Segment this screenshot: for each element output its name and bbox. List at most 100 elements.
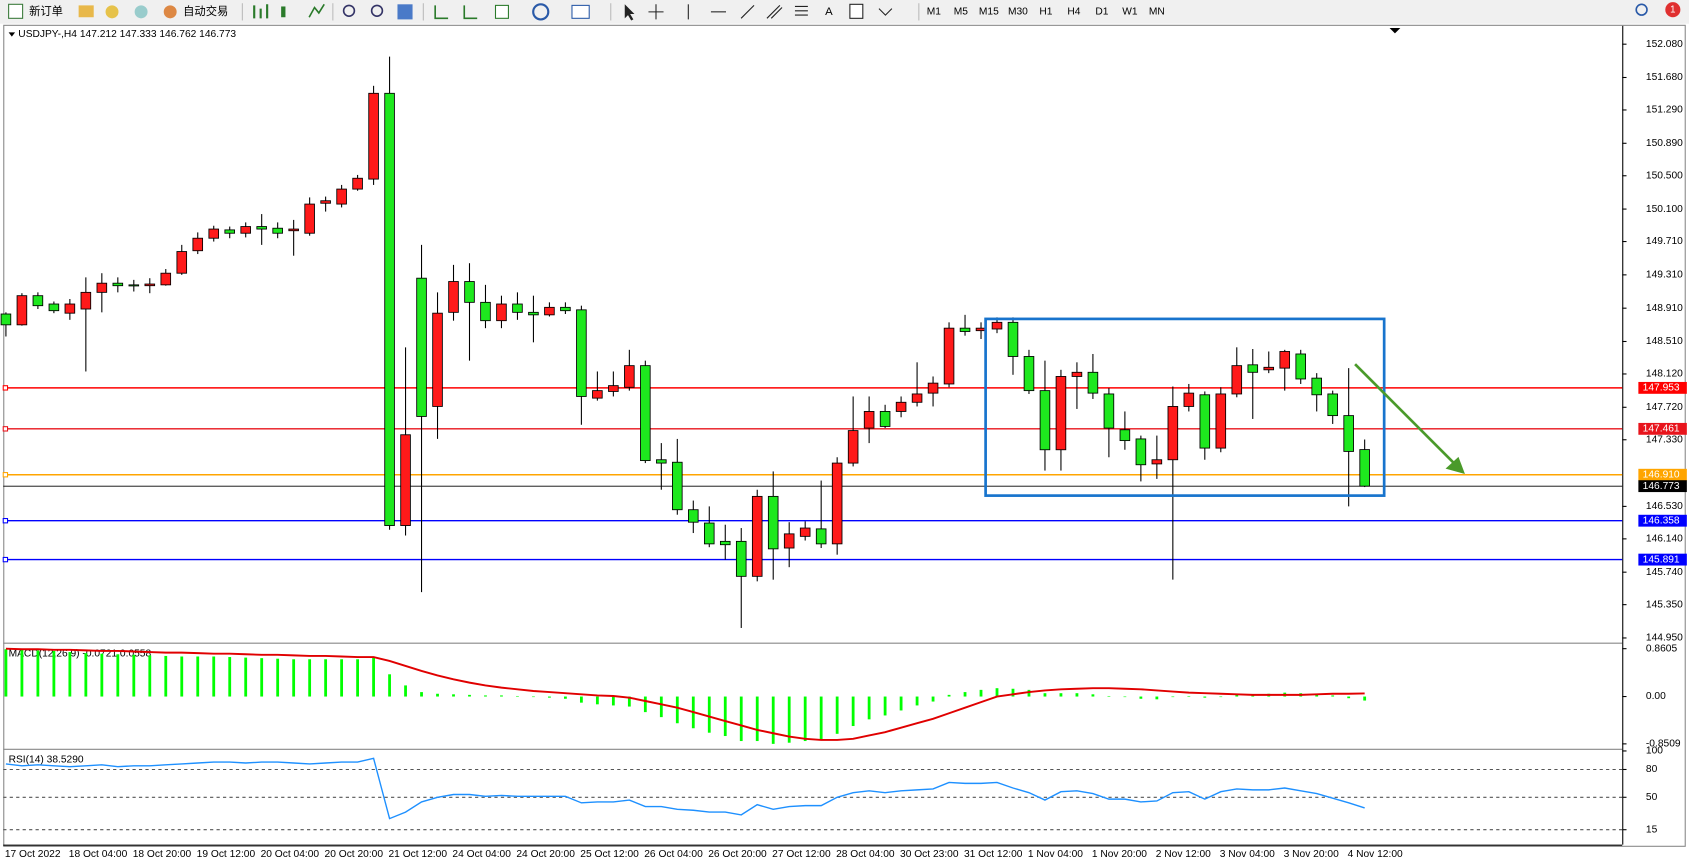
macd-bar xyxy=(595,696,599,705)
text-tool[interactable]: A xyxy=(825,6,833,18)
y-tick-label: 145.350 xyxy=(1646,599,1683,610)
timeframe-button[interactable]: M15 xyxy=(979,7,999,18)
icon[interactable] xyxy=(78,5,94,18)
autoscroll-icon[interactable] xyxy=(434,5,449,20)
candle-body xyxy=(1071,371,1083,377)
candle-body xyxy=(847,430,859,464)
crosshair-tool[interactable] xyxy=(648,4,664,20)
timeframes: M1 M5 M15 M30 H1 H4 D1 W1 MN xyxy=(927,7,1165,18)
candle-body xyxy=(688,509,699,523)
macd-bar xyxy=(388,674,391,697)
icon[interactable] xyxy=(134,5,148,19)
candle-body xyxy=(1087,371,1099,394)
macd-bar xyxy=(579,696,583,703)
search-icon[interactable] xyxy=(1635,3,1648,16)
candle-body xyxy=(192,237,204,252)
timeframe-button[interactable]: MN xyxy=(1149,7,1165,18)
channel-tool[interactable] xyxy=(766,5,783,19)
macd-bar xyxy=(787,696,791,743)
candle-body xyxy=(608,385,619,392)
icon[interactable] xyxy=(105,5,119,19)
timeframe-button[interactable]: W1 xyxy=(1122,7,1138,18)
indicators-icon[interactable] xyxy=(494,4,509,19)
macd-bar xyxy=(1043,693,1047,697)
candle-body xyxy=(1311,377,1322,396)
timeframe-button[interactable]: M5 xyxy=(954,7,969,18)
tile-icon[interactable] xyxy=(397,4,413,20)
candle-body xyxy=(592,390,603,399)
chart-frame xyxy=(3,24,1686,847)
shift-icon[interactable] xyxy=(463,5,478,20)
y-tick-label: 152.080 xyxy=(1646,39,1683,50)
candle-body xyxy=(1135,438,1147,466)
candle-body xyxy=(927,382,939,394)
notification-badge[interactable] xyxy=(1665,2,1681,18)
new-order[interactable]: 新订单 xyxy=(29,4,63,18)
zoom-in[interactable] xyxy=(342,4,356,17)
y-tick-label: 146.530 xyxy=(1646,501,1683,512)
notification-count[interactable]: 1 xyxy=(1670,4,1675,15)
x-tick-label: 20 Oct 20:00 xyxy=(325,849,384,860)
zoom-out[interactable] xyxy=(370,4,384,17)
candle-body xyxy=(288,228,299,232)
chart-title: USDJPY-,H4 147.212 147.333 146.762 146.7… xyxy=(18,29,236,40)
cursor-tool[interactable] xyxy=(624,4,635,21)
macd-bar xyxy=(420,692,423,697)
x-tick-label: 18 Oct 20:00 xyxy=(133,849,192,860)
macd-bar xyxy=(1203,696,1207,698)
y-tick-label: 50 xyxy=(1646,792,1658,803)
shapes-tool[interactable] xyxy=(878,8,893,16)
macd-bar xyxy=(851,696,855,727)
templates-icon[interactable] xyxy=(571,4,590,19)
auto-trading-icon[interactable] xyxy=(163,5,177,19)
timeframe-button[interactable]: H4 xyxy=(1067,7,1080,18)
y-tick-label: 100 xyxy=(1646,746,1663,757)
macd-bar xyxy=(132,654,136,697)
y-tick-label: 151.680 xyxy=(1646,72,1683,83)
periods-icon[interactable] xyxy=(532,3,550,21)
auto-trading[interactable]: 自动交易 xyxy=(183,4,228,18)
macd-bar xyxy=(340,659,344,697)
candle-body xyxy=(16,295,28,326)
candle-body xyxy=(96,282,108,293)
macd-bar xyxy=(723,696,727,737)
fibo-tool[interactable] xyxy=(794,5,808,16)
timeframe-button[interactable]: M30 xyxy=(1008,7,1028,18)
macd-bar xyxy=(931,696,935,702)
price-label-bg xyxy=(1638,381,1687,394)
macd-bar xyxy=(100,653,104,697)
macd-bar xyxy=(707,696,711,733)
macd-bar xyxy=(1075,693,1079,697)
timeframe-button[interactable]: H1 xyxy=(1039,7,1052,18)
candle-body xyxy=(368,92,379,180)
macd-bar xyxy=(1315,694,1319,697)
macd-bar xyxy=(164,655,168,697)
macd-bar xyxy=(372,657,375,697)
menu-arrow[interactable] xyxy=(8,32,16,37)
macd-bar xyxy=(883,696,887,716)
new-order-icon[interactable] xyxy=(8,3,24,19)
candle-body xyxy=(895,401,907,412)
range-box xyxy=(984,317,1386,497)
candle-body xyxy=(208,228,220,239)
macd-bar xyxy=(324,659,328,697)
candle-icon[interactable] xyxy=(281,6,286,18)
bar-chart-icon[interactable] xyxy=(253,4,269,19)
candle-body xyxy=(336,188,347,205)
line-chart-icon[interactable] xyxy=(308,3,325,18)
timeframe-button[interactable]: M1 xyxy=(927,7,942,18)
macd-bar xyxy=(835,696,839,734)
macd-bar xyxy=(1219,696,1223,698)
timeframe-button[interactable]: D1 xyxy=(1095,7,1108,18)
macd-bar xyxy=(516,695,519,697)
trendline-tool[interactable] xyxy=(740,5,755,19)
candle-body xyxy=(959,327,971,332)
price-label-bg xyxy=(1638,514,1687,527)
label-tool[interactable] xyxy=(849,3,864,19)
macd-bar xyxy=(611,696,615,706)
y-tick-label: 150.890 xyxy=(1646,138,1683,149)
candle-body xyxy=(304,203,315,234)
candle-body xyxy=(815,528,827,545)
macd-bar xyxy=(1155,696,1159,700)
candle-body xyxy=(1295,353,1307,380)
